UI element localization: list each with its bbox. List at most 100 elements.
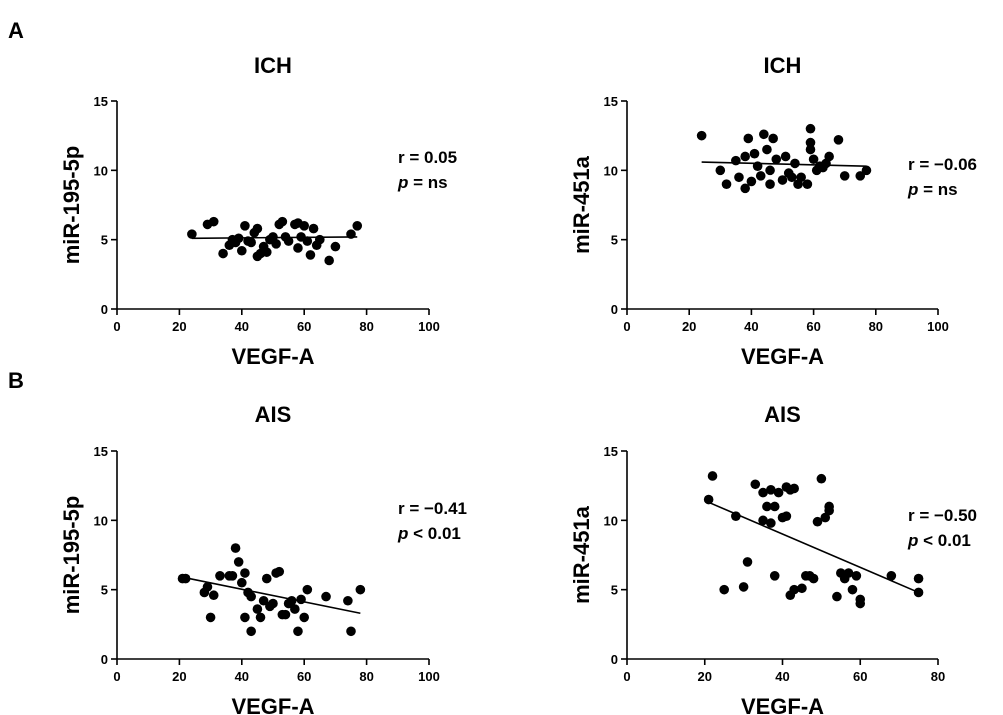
chart-title: AIS: [764, 402, 801, 427]
panel-letter-a: A: [8, 18, 24, 43]
data-point: [715, 165, 726, 176]
data-point: [769, 501, 780, 512]
data-point: [315, 234, 325, 245]
y-tick-label: 10: [94, 163, 108, 178]
data-point: [252, 223, 263, 234]
x-tick-label: 100: [418, 669, 440, 684]
data-point: [886, 571, 897, 581]
data-point: [258, 595, 269, 606]
x-axis-label: VEGF-A: [231, 344, 314, 369]
data-point: [324, 255, 334, 266]
y-tick-label: 0: [101, 302, 108, 317]
y-tick-label: 5: [101, 233, 108, 248]
data-point: [746, 176, 757, 187]
data-point: [805, 137, 816, 148]
x-tick-label: 80: [869, 319, 883, 334]
data-point: [290, 604, 300, 614]
y-axis-label: miR-451a: [569, 505, 594, 604]
correlation-r: r = −0.50: [908, 506, 977, 525]
data-point: [268, 598, 278, 609]
data-point: [330, 241, 341, 252]
x-tick-label: 80: [359, 319, 373, 334]
data-point: [843, 568, 854, 578]
data-point: [913, 573, 924, 584]
data-point: [790, 158, 800, 169]
data-point: [302, 236, 313, 246]
data-point: [302, 584, 313, 595]
data-point: [765, 165, 775, 176]
data-point: [703, 494, 714, 505]
data-point: [738, 582, 749, 592]
data-point: [832, 591, 842, 602]
data-point: [808, 573, 819, 584]
data-point: [824, 505, 834, 516]
data-point: [731, 155, 741, 166]
data-point: [861, 165, 872, 176]
x-tick-label: 40: [235, 319, 249, 334]
data-point: [355, 584, 366, 595]
data-point: [308, 223, 319, 234]
regression-line: [708, 501, 919, 594]
data-point: [758, 515, 768, 526]
data-point: [752, 161, 763, 171]
data-point: [296, 594, 306, 605]
data-point: [240, 612, 250, 623]
data-point: [766, 485, 776, 495]
data-point: [762, 144, 772, 155]
data-point: [855, 594, 866, 605]
panel-letter-b: B: [8, 368, 24, 393]
data-point: [719, 584, 729, 595]
x-tick-label: 100: [418, 319, 440, 334]
data-point: [255, 612, 266, 623]
data-point: [205, 612, 216, 623]
data-point: [283, 236, 294, 246]
y-axis-label: miR-451a: [569, 155, 594, 254]
data-point: [293, 626, 303, 637]
p-symbol: p: [907, 180, 918, 199]
y-tick-label: 0: [611, 652, 618, 667]
regression-line: [182, 576, 361, 615]
data-point: [246, 237, 256, 248]
data-point: [286, 595, 297, 606]
p-value: p = ns: [397, 173, 448, 192]
data-point: [230, 543, 241, 553]
x-tick-label: 20: [682, 319, 696, 334]
data-point: [731, 511, 741, 521]
data-point: [847, 584, 858, 595]
data-point: [346, 229, 356, 239]
data-point: [215, 571, 225, 581]
data-point: [346, 626, 356, 637]
data-point: [766, 518, 776, 528]
x-axis-label: VEGF-A: [741, 694, 824, 715]
data-point: [187, 229, 197, 239]
data-point: [781, 511, 792, 521]
data-point: [237, 245, 247, 256]
x-tick-label: 0: [623, 669, 630, 684]
data-point: [805, 144, 816, 155]
p-value: p < 0.01: [907, 531, 971, 550]
p-value-text: = ns: [408, 173, 447, 192]
chart-title: AIS: [255, 402, 292, 427]
data-point: [246, 591, 256, 602]
data-point: [755, 171, 766, 181]
data-point: [299, 612, 310, 623]
data-point: [742, 557, 753, 567]
p-value-text: < 0.01: [918, 531, 970, 550]
data-point: [274, 566, 285, 577]
data-point: [750, 479, 761, 490]
y-tick-label: 10: [94, 513, 108, 528]
data-point: [707, 471, 718, 481]
data-point: [180, 573, 191, 584]
data-point: [261, 247, 272, 257]
y-tick-label: 0: [101, 652, 108, 667]
data-point: [839, 171, 850, 181]
x-tick-label: 40: [235, 669, 249, 684]
x-axis-label: VEGF-A: [741, 344, 824, 369]
chart-title: ICH: [764, 53, 802, 78]
p-value: p = ns: [907, 180, 958, 199]
data-point: [252, 604, 263, 614]
x-axis-label: VEGF-A: [231, 694, 314, 715]
p-symbol: p: [397, 173, 408, 192]
correlation-r: r = −0.06: [908, 155, 977, 174]
